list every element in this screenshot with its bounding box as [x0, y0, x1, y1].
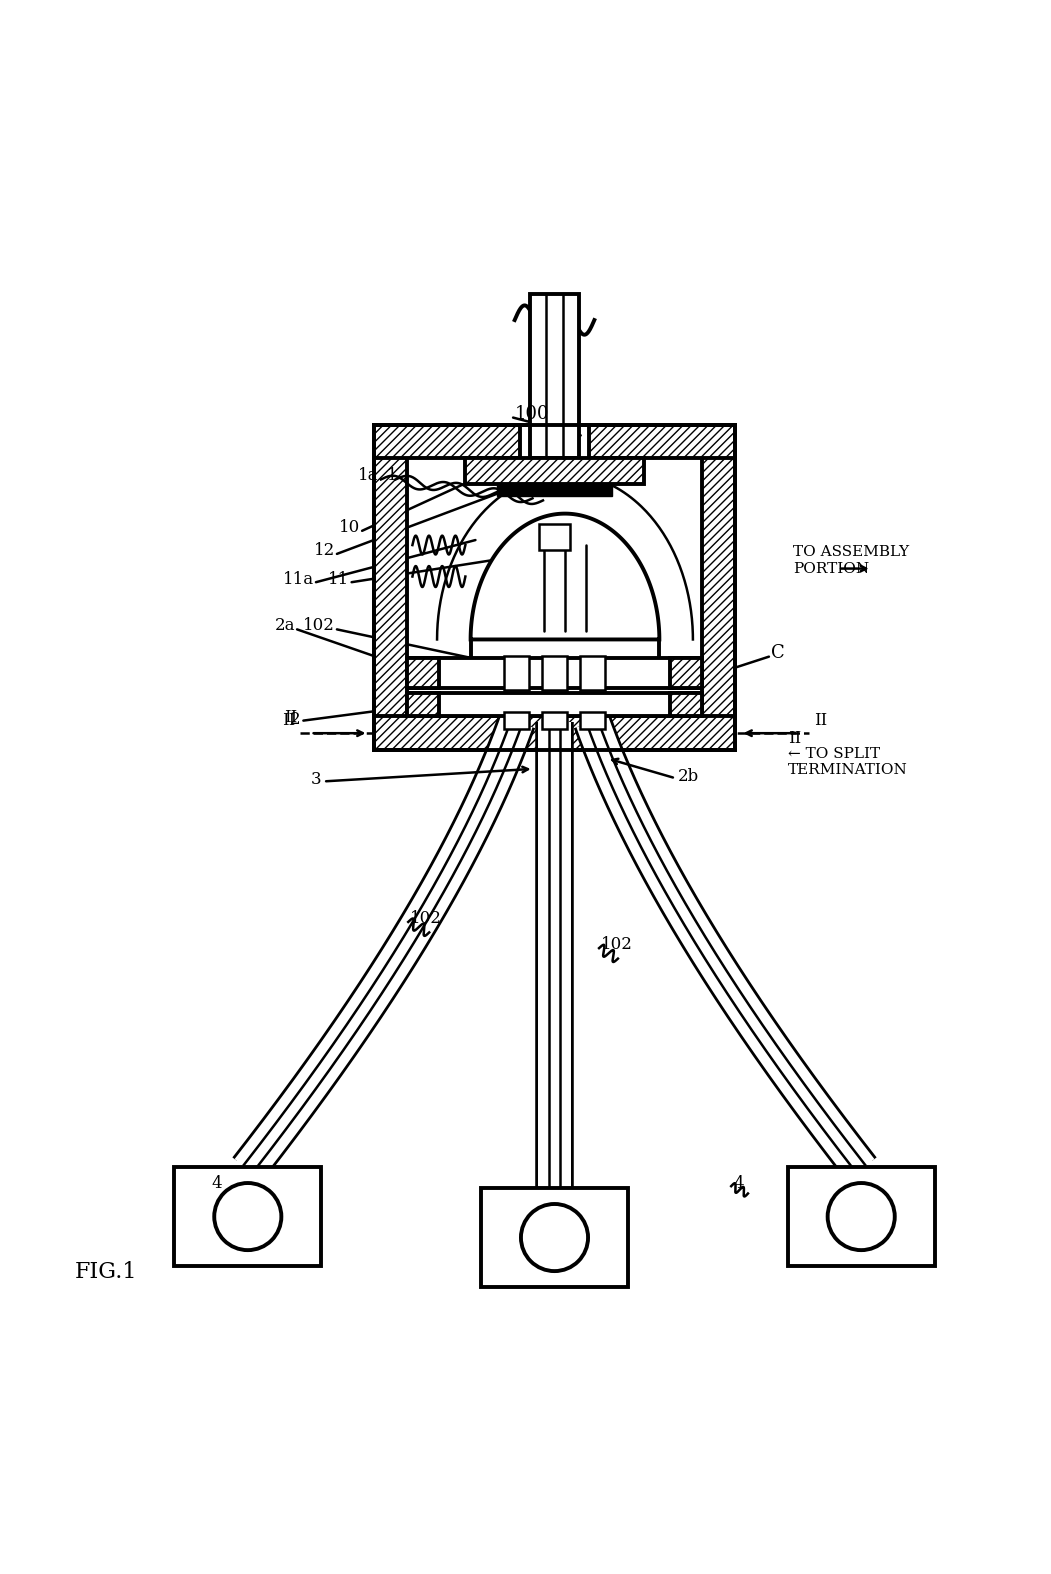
Text: 4: 4	[733, 1174, 744, 1192]
Text: 12: 12	[313, 541, 334, 559]
Text: II: II	[284, 708, 297, 726]
Text: II: II	[813, 711, 827, 729]
Bar	[407, 694, 702, 716]
Bar	[373, 425, 735, 751]
Circle shape	[521, 1204, 588, 1272]
Bar	[373, 716, 735, 751]
Bar	[373, 425, 735, 751]
Bar	[504, 656, 529, 689]
Text: 2: 2	[289, 710, 301, 727]
Bar	[702, 425, 735, 751]
Text: 11: 11	[328, 571, 349, 589]
Polygon shape	[537, 722, 571, 1190]
Text: C: C	[770, 644, 784, 661]
Bar	[787, 1166, 934, 1267]
Text: 1a: 1a	[358, 467, 378, 485]
Circle shape	[214, 1184, 282, 1250]
Bar	[671, 658, 702, 688]
Text: 1: 1	[387, 467, 397, 485]
Text: 10: 10	[338, 518, 359, 535]
Bar	[174, 1166, 322, 1267]
Text: II: II	[282, 711, 295, 729]
Bar	[589, 425, 735, 460]
Text: 102: 102	[303, 617, 334, 634]
Bar	[407, 658, 438, 688]
Bar	[541, 713, 566, 729]
Bar	[481, 1188, 627, 1288]
Bar	[579, 713, 604, 729]
Text: ← TO SPLIT: ← TO SPLIT	[787, 746, 880, 760]
Bar	[373, 425, 520, 460]
Text: 102: 102	[410, 910, 442, 927]
Text: PORTION: PORTION	[792, 562, 869, 576]
Polygon shape	[576, 716, 874, 1180]
Bar	[407, 694, 438, 716]
Text: FIG.1: FIG.1	[75, 1261, 138, 1283]
Text: 3: 3	[310, 771, 322, 789]
Text: 100: 100	[515, 405, 550, 423]
Bar	[541, 656, 566, 689]
Bar	[538, 524, 570, 551]
Text: TERMINATION: TERMINATION	[787, 762, 907, 776]
Bar	[504, 713, 529, 729]
Text: 4: 4	[211, 1174, 222, 1192]
Text: II: II	[787, 729, 801, 746]
Text: 11a: 11a	[283, 571, 314, 589]
Bar	[373, 425, 407, 751]
Bar	[497, 485, 612, 497]
Text: 2a: 2a	[274, 617, 295, 634]
Text: 2b: 2b	[678, 768, 699, 785]
Bar	[671, 694, 702, 716]
Text: TO ASSEMBLY: TO ASSEMBLY	[792, 545, 909, 559]
Bar	[530, 294, 578, 460]
Bar	[407, 658, 702, 688]
Polygon shape	[471, 515, 659, 641]
Bar	[466, 460, 643, 485]
Polygon shape	[234, 716, 533, 1180]
Circle shape	[827, 1184, 894, 1250]
Bar	[579, 656, 604, 689]
Text: 102: 102	[601, 935, 633, 952]
